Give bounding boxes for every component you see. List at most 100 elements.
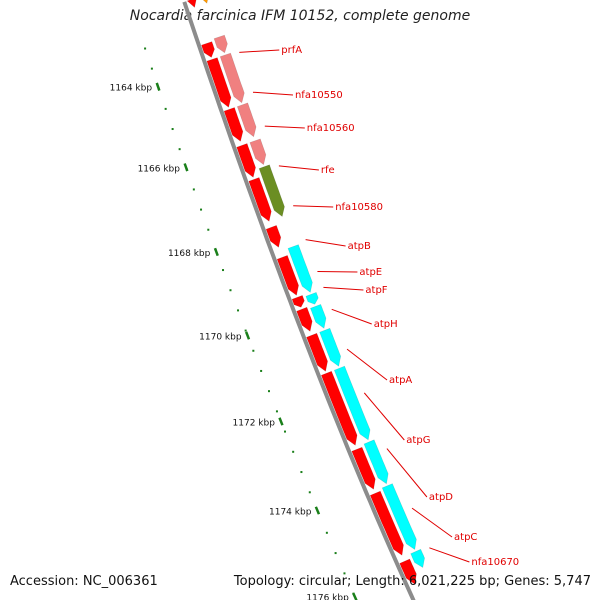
tick-label: 1168 kbp bbox=[168, 249, 211, 259]
cds-arrow bbox=[306, 332, 328, 372]
scale-tick bbox=[278, 417, 284, 426]
cds-arrow bbox=[206, 57, 232, 108]
group-feature bbox=[305, 292, 319, 305]
scale-dot bbox=[284, 430, 287, 433]
gene-label: atpE bbox=[359, 267, 382, 278]
scale-tick bbox=[155, 82, 161, 91]
label-leader bbox=[346, 348, 388, 381]
gene-label: atpF bbox=[365, 285, 387, 296]
label-leader bbox=[317, 270, 358, 273]
label-leader bbox=[331, 308, 372, 325]
tick-label: 1172 kbp bbox=[233, 418, 276, 428]
label-leader bbox=[411, 507, 453, 538]
gene-label: atpD bbox=[429, 492, 453, 503]
group-feature bbox=[333, 365, 371, 441]
scale-tick bbox=[213, 247, 219, 257]
label-leader bbox=[386, 448, 428, 498]
gene-label: atpH bbox=[374, 319, 398, 330]
cds-arrow bbox=[265, 225, 282, 248]
topology-text: Topology: circular; Length: 6,021,225 bp… bbox=[233, 574, 591, 589]
backbone bbox=[182, 1, 416, 600]
scale-dot bbox=[260, 369, 263, 372]
features bbox=[186, 0, 425, 585]
scale-dot bbox=[325, 531, 328, 534]
tick-label: 1176 kbp bbox=[306, 594, 349, 600]
orange-feature bbox=[202, 0, 208, 4]
gene-label: atpA bbox=[389, 375, 412, 386]
cds-arrow bbox=[369, 490, 404, 556]
label-leader bbox=[239, 49, 280, 53]
scale-dot bbox=[267, 390, 270, 393]
scale-dot bbox=[343, 572, 346, 575]
map-title: Nocardia farcinica IFM 10152, complete g… bbox=[129, 8, 471, 24]
accession-text: Accession: NC_006361 bbox=[10, 574, 158, 589]
label-leaders bbox=[239, 49, 470, 563]
label-leader bbox=[252, 91, 294, 96]
scale-tick bbox=[183, 163, 189, 172]
scale-tick bbox=[314, 506, 321, 515]
backbone-line bbox=[182, 1, 416, 600]
group-feature bbox=[381, 483, 417, 551]
gene-label: atpB bbox=[348, 241, 371, 252]
group-feature bbox=[319, 327, 342, 367]
group-feature bbox=[363, 439, 389, 485]
cds-arrow bbox=[320, 370, 358, 446]
group-feature bbox=[219, 52, 245, 104]
label-leader bbox=[323, 286, 364, 291]
gene-label: atpC bbox=[454, 532, 477, 543]
tick-label: 1164 kbp bbox=[110, 84, 153, 94]
scale-dot bbox=[164, 107, 167, 110]
scale-dot bbox=[252, 349, 255, 352]
scale-dot bbox=[200, 208, 203, 211]
tick-label: 1174 kbp bbox=[269, 508, 312, 518]
scale-dot bbox=[292, 450, 295, 453]
scale-dot bbox=[244, 329, 247, 332]
tick-label: 1166 kbp bbox=[138, 164, 181, 174]
gene-label: nfa10580 bbox=[335, 202, 383, 213]
tick-marks: 1164 kbp 1166 kbp 1168 kbp 1170 kbp 1172 kbp… bbox=[110, 82, 358, 600]
scale-dot bbox=[275, 410, 278, 413]
label-leader bbox=[429, 547, 470, 563]
cds-arrow bbox=[248, 177, 272, 222]
scale-tick bbox=[244, 331, 251, 340]
label-leader bbox=[264, 125, 305, 129]
cds-arrow bbox=[201, 41, 215, 58]
labels: prfA nfa10550 nfa10560 rfe nfa10580 atpB atpE a… bbox=[281, 45, 519, 568]
scale-dot bbox=[171, 128, 174, 131]
scale-dot bbox=[308, 491, 311, 494]
gene-label: nfa10550 bbox=[295, 90, 343, 101]
gene-label: nfa10560 bbox=[307, 123, 355, 134]
label-leader bbox=[305, 239, 346, 247]
group-feature bbox=[236, 102, 257, 138]
label-leader bbox=[363, 392, 405, 441]
scale-dot bbox=[144, 47, 147, 50]
scale-dot bbox=[192, 188, 195, 191]
gene-label: nfa10670 bbox=[471, 557, 519, 568]
gene-label: rfe bbox=[321, 165, 335, 176]
group-feature bbox=[213, 34, 228, 54]
scale-tick bbox=[352, 592, 358, 600]
tick-label: 1170 kbp bbox=[199, 333, 242, 343]
cds-arrow bbox=[223, 107, 244, 142]
group-feature bbox=[310, 304, 327, 329]
label-leader bbox=[293, 205, 334, 208]
group-feature bbox=[258, 164, 285, 218]
scale-dot bbox=[207, 228, 210, 231]
scale-dot bbox=[150, 67, 153, 70]
cds-arrow bbox=[276, 255, 299, 296]
scale-dot bbox=[229, 289, 232, 292]
cds-arrow bbox=[296, 306, 313, 332]
cds-arrow bbox=[399, 558, 417, 585]
group-feature bbox=[249, 138, 267, 166]
group-feature bbox=[410, 548, 425, 568]
gene-label: atpG bbox=[406, 435, 430, 446]
label-leader bbox=[278, 165, 319, 171]
scale-dot bbox=[334, 552, 337, 555]
scale-dot bbox=[237, 309, 240, 312]
cds-arrow bbox=[236, 143, 256, 178]
scale-dot bbox=[300, 471, 303, 474]
group-feature bbox=[287, 244, 313, 293]
cds-arrow bbox=[291, 295, 305, 308]
scale-dot bbox=[222, 269, 225, 272]
